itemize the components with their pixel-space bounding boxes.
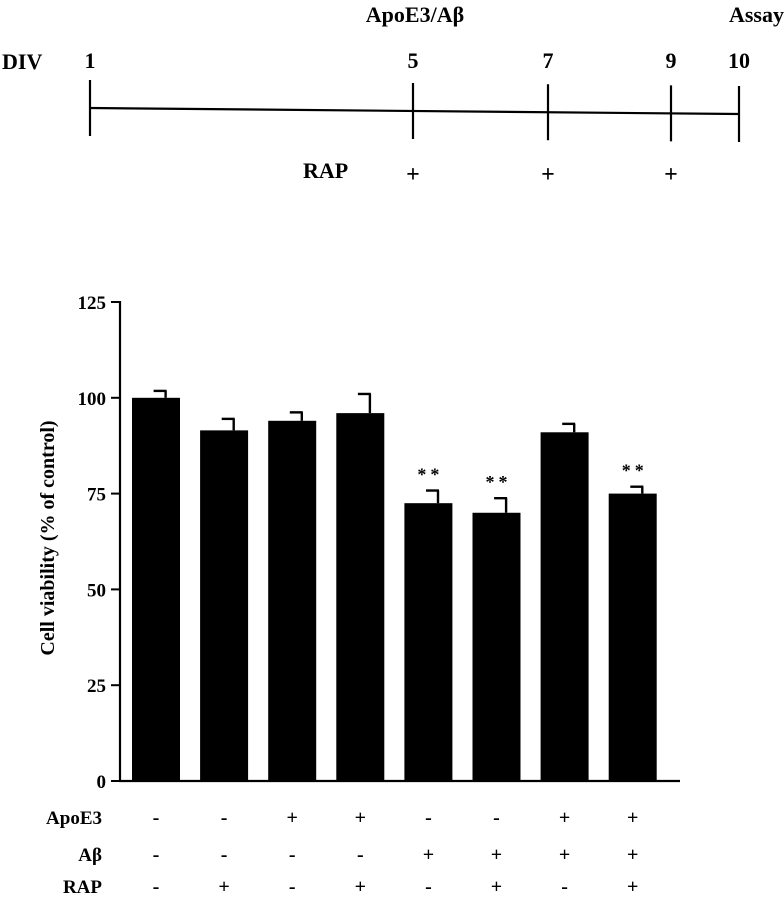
bar xyxy=(200,430,249,781)
y-axis-title: Cell viability (% of control) xyxy=(37,420,59,655)
treatment-row-label: Aβ xyxy=(78,845,102,866)
significance-mark: ** xyxy=(417,465,443,485)
treatment-sign: + xyxy=(559,807,570,829)
y-tick-label: 0 xyxy=(97,772,107,793)
treatment-sign: + xyxy=(286,807,297,829)
timeline-rap-mark: + xyxy=(541,162,555,188)
timeline-day-label: 10 xyxy=(728,48,750,73)
treatment-sign: + xyxy=(423,844,434,866)
treatment-sign: - xyxy=(221,807,228,829)
timeline-row-label: DIV xyxy=(2,49,42,74)
treatment-sign: - xyxy=(289,876,296,898)
treatment-sign: + xyxy=(627,807,638,829)
treatment-sign: + xyxy=(218,876,229,898)
treatment-sign: - xyxy=(221,844,228,866)
treatment-sign: - xyxy=(153,844,160,866)
treatment-sign: - xyxy=(289,844,296,866)
timeline-rap-label: RAP xyxy=(303,158,348,183)
treatment-sign: - xyxy=(357,844,364,866)
bar-chart: 0 25 50 75 100 125 Cell viability (% of contr… xyxy=(37,293,680,898)
treatment-sign: + xyxy=(491,844,502,866)
treatment-sign: + xyxy=(355,807,366,829)
y-tick-label: 50 xyxy=(87,580,106,601)
treatment-sign: - xyxy=(493,807,500,829)
treatment-sign: + xyxy=(355,876,366,898)
bar xyxy=(404,503,453,781)
treatment-sign: + xyxy=(491,876,502,898)
bar xyxy=(472,512,521,781)
bar xyxy=(336,413,385,781)
significance-mark: ** xyxy=(622,461,648,481)
treatment-sign: - xyxy=(561,876,568,898)
bar xyxy=(132,397,180,781)
treatment-sign: - xyxy=(425,876,432,898)
y-tick-label: 25 xyxy=(87,676,106,697)
bar xyxy=(268,420,317,781)
timeline-assay-label: Assay xyxy=(729,2,784,27)
treatment-row-label: ApoE3 xyxy=(46,808,102,829)
treatment-sign: - xyxy=(153,876,160,898)
timeline-day-label: 9 xyxy=(666,48,677,73)
timeline-event-label: ApoE3/Aβ xyxy=(366,2,464,27)
treatment-sign: - xyxy=(425,807,432,829)
timeline-day-label: 5 xyxy=(408,48,419,73)
bar xyxy=(540,432,589,781)
significance-mark: ** xyxy=(486,472,512,492)
timeline-day-label: 7 xyxy=(543,48,554,73)
y-tick-label: 75 xyxy=(87,485,106,506)
timeline-line xyxy=(89,106,740,116)
timeline-day-label: 1 xyxy=(85,48,96,73)
timeline-rap-mark: + xyxy=(664,162,678,188)
y-tick-label: 100 xyxy=(78,389,107,410)
timeline-rap-mark: + xyxy=(406,162,420,188)
treatment-sign: + xyxy=(627,876,638,898)
timeline: DIV ApoE3/Aβ Assay 1 5 7 9 10 RAP + + + xyxy=(2,2,784,188)
treatment-sign: - xyxy=(153,807,160,829)
treatment-sign: + xyxy=(559,844,570,866)
y-tick-label: 125 xyxy=(78,293,107,314)
bar xyxy=(608,493,657,781)
treatment-row-label: RAP xyxy=(63,877,102,898)
treatment-sign: + xyxy=(627,844,638,866)
